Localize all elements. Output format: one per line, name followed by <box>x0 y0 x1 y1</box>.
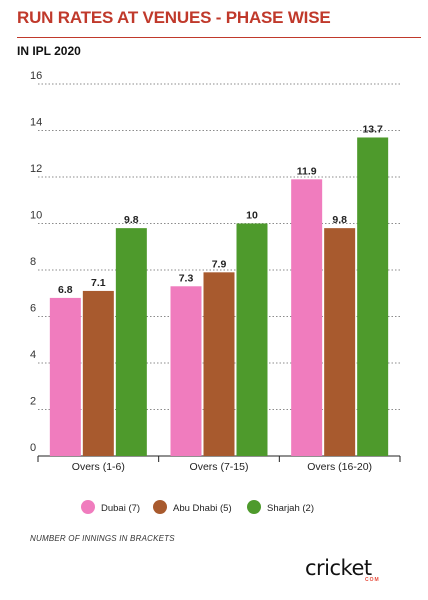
y-tick-label: 10 <box>30 210 42 222</box>
bar-chart: 0 2 4 6 8 10 12 14 16 6.8 7.1 9.8 Overs (1-6) 7.3 7.9 1… <box>30 70 401 514</box>
y-tick-label: 4 <box>30 349 36 361</box>
x-tick-label: Overs (7-15) <box>190 461 249 473</box>
data-label: 6.8 <box>58 284 73 296</box>
legend-label: Sharjah (2) <box>267 503 314 514</box>
y-tick-label: 16 <box>30 70 42 82</box>
legend-marker <box>247 500 261 514</box>
bar <box>82 290 114 456</box>
data-label: 11.9 <box>297 165 317 177</box>
data-label: 7.9 <box>212 258 227 270</box>
legend-label: Abu Dhabi (5) <box>173 503 232 514</box>
x-tick-label: Overs (1-6) <box>72 461 125 473</box>
bar <box>291 179 323 456</box>
data-label: 9.8 <box>124 214 139 226</box>
title-divider <box>17 37 421 38</box>
footnote: NUMBER OF INNINGS IN BRACKETS <box>30 534 175 543</box>
y-tick-label: 2 <box>30 396 36 408</box>
bar <box>170 286 202 456</box>
y-tick-label: 0 <box>30 442 36 454</box>
y-tick-label: 8 <box>30 256 36 268</box>
x-tick-label: Overs (16-20) <box>307 461 372 473</box>
bar <box>324 228 356 456</box>
data-label: 10 <box>246 210 258 222</box>
chart-subtitle: IN IPL 2020 <box>17 44 81 58</box>
logo-wordmark: cricket <box>305 556 372 580</box>
legend-marker <box>81 500 95 514</box>
data-label: 13.7 <box>362 123 383 135</box>
legend-marker <box>153 500 167 514</box>
chart-title: RUN RATES AT VENUES - PHASE WISE <box>17 8 331 27</box>
bar <box>49 297 81 456</box>
bar <box>357 137 389 456</box>
data-label: 9.8 <box>332 214 347 226</box>
y-tick-label: 12 <box>30 163 42 175</box>
y-tick-label: 6 <box>30 303 36 315</box>
bar <box>203 272 235 456</box>
cricket-com-logo: cricket COM <box>305 556 405 586</box>
data-label: 7.3 <box>179 272 194 284</box>
bar <box>115 228 147 456</box>
legend-label: Dubai (7) <box>101 503 140 514</box>
logo-suffix: COM <box>365 577 380 583</box>
data-label: 7.1 <box>91 277 106 289</box>
y-tick-label: 14 <box>30 117 42 129</box>
bar <box>236 223 268 456</box>
